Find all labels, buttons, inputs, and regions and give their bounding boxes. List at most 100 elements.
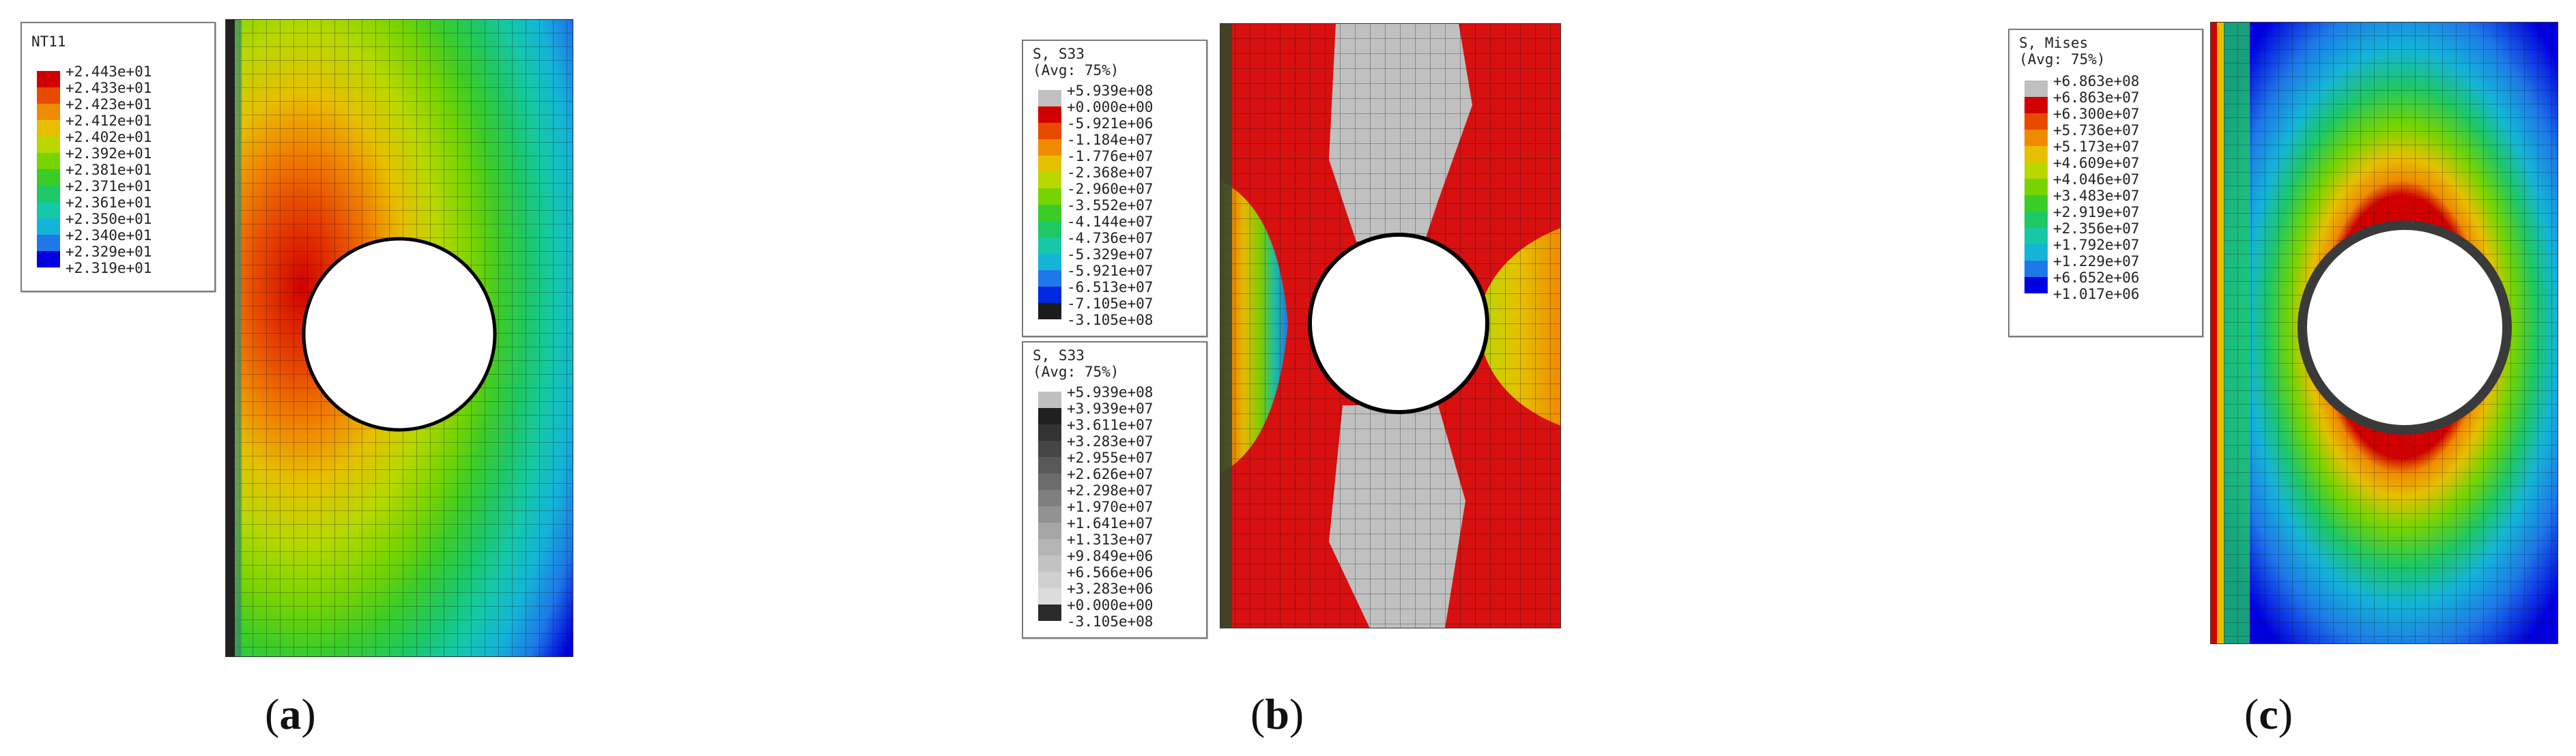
legend-label: +5.939e+08 <box>1067 83 1154 99</box>
legend-label: -5.329e+07 <box>1067 246 1154 263</box>
legend-swatch <box>2024 179 2048 195</box>
legend-label: +3.611e+07 <box>1067 417 1154 433</box>
caption-a: (a) <box>265 690 316 738</box>
legend-label: -4.736e+07 <box>1067 230 1154 246</box>
legend-label: +2.340e+01 <box>66 227 152 244</box>
legend-label: +1.229e+07 <box>2053 253 2140 270</box>
legend-label: -4.144e+07 <box>1067 214 1154 230</box>
legend-swatch <box>37 218 60 235</box>
legend-label: +3.483e+07 <box>2053 188 2140 204</box>
mises-stress-contour-plot <box>2210 22 2558 644</box>
legend-swatch <box>37 87 60 104</box>
legend-label: -3.105e+08 <box>1067 312 1154 328</box>
legend-swatch <box>37 202 60 218</box>
caption-c: (c) <box>2244 690 2293 738</box>
legend-label: -2.960e+07 <box>1067 181 1154 197</box>
legend-swatch <box>2024 97 2048 113</box>
legend-swatch <box>1038 139 1061 156</box>
legend-label: +3.939e+07 <box>1067 401 1154 417</box>
legend-swatch <box>2024 228 2048 244</box>
legend-swatch <box>1038 457 1061 474</box>
s33-stress-contour-plot <box>1220 23 1561 628</box>
temperature-contour-plot <box>225 19 573 657</box>
legend-label: +1.641e+07 <box>1067 515 1154 532</box>
legend-label: +2.329e+01 <box>66 244 152 260</box>
legend-swatch <box>2024 81 2048 97</box>
legend-label: -5.921e+06 <box>1067 115 1154 132</box>
legend-label: +9.849e+06 <box>1067 548 1154 564</box>
legend-swatch <box>2024 261 2048 277</box>
legend-label: +6.652e+06 <box>2053 270 2140 286</box>
legend-title: S, S33 <box>1033 46 1085 62</box>
legend-label: +2.319e+01 <box>66 260 152 276</box>
legend-swatch <box>1038 424 1061 441</box>
legend-label: +6.300e+07 <box>2053 106 2140 122</box>
legend-label: +2.350e+01 <box>66 211 152 227</box>
legend-swatch <box>1038 106 1061 123</box>
legend-label: +6.566e+06 <box>1067 564 1154 581</box>
legend-title: S, Mises <box>2019 35 2089 51</box>
legend-label: +1.792e+07 <box>2053 237 2140 253</box>
legend-label: +6.863e+07 <box>2053 89 2140 106</box>
legend-s33-gray: S, S33 (Avg: 75%) +5.939e+08 +3.939e+07 +3… <box>1022 341 1207 639</box>
legend-swatch <box>1038 555 1061 572</box>
legend-label: +5.939e+08 <box>1067 384 1154 401</box>
legend-swatch <box>1038 205 1061 221</box>
legend-swatch <box>37 235 60 251</box>
caption-b: (b) <box>1250 690 1304 738</box>
legend-swatch <box>1038 392 1061 408</box>
legend-label: +3.283e+06 <box>1067 581 1154 597</box>
legend-swatch <box>37 120 60 136</box>
legend-swatch <box>1038 237 1061 254</box>
legend-swatch <box>37 251 60 267</box>
legend-swatch <box>1038 172 1061 188</box>
legend-label: +3.283e+07 <box>1067 433 1154 450</box>
legend-title: S, S33 <box>1033 347 1085 364</box>
legend-swatch <box>1038 539 1061 555</box>
legend-swatch <box>2024 146 2048 162</box>
legend-swatch <box>37 104 60 120</box>
legend-swatch <box>1038 588 1061 605</box>
legend-swatch <box>37 71 60 87</box>
legend-label: +2.412e+01 <box>66 113 152 129</box>
legend-label: -1.184e+07 <box>1067 132 1154 148</box>
legend-swatch <box>37 169 60 186</box>
legend-label: -2.368e+07 <box>1067 164 1154 181</box>
legend-label: -6.513e+07 <box>1067 279 1154 295</box>
legend-swatch <box>1038 156 1061 172</box>
legend-label: +1.970e+07 <box>1067 499 1154 515</box>
legend-swatch <box>37 153 60 169</box>
legend-label: +1.313e+07 <box>1067 532 1154 548</box>
legend-swatch <box>1038 605 1061 621</box>
legend-label: +4.609e+07 <box>2053 155 2140 171</box>
legend-label: -5.921e+07 <box>1067 263 1154 279</box>
legend-swatch <box>2024 113 2048 130</box>
legend-subtitle: (Avg: 75%) <box>1033 364 1119 380</box>
legend-label: +2.381e+01 <box>66 162 152 178</box>
legend-subtitle: (Avg: 75%) <box>2019 51 2106 68</box>
legend-swatch <box>1038 90 1061 106</box>
legend-swatch <box>1038 123 1061 139</box>
legend-label: +2.361e+01 <box>66 194 152 211</box>
legend-swatch <box>2024 162 2048 179</box>
legend-mises: S, Mises (Avg: 75%) +6.863e+08 +6.863e+07… <box>2008 29 2203 337</box>
legend-swatch <box>37 186 60 202</box>
legend-label: +2.356e+07 <box>2053 220 2140 237</box>
legend-swatch <box>2024 195 2048 212</box>
legend-swatch <box>1038 408 1061 424</box>
legend-swatch <box>1038 441 1061 457</box>
legend-swatch <box>1038 303 1061 319</box>
legend-label: +2.919e+07 <box>2053 204 2140 220</box>
legend-swatch <box>1038 474 1061 490</box>
legend-label: +5.173e+07 <box>2053 139 2140 155</box>
legend-swatch <box>1038 188 1061 205</box>
legend-label: +2.402e+01 <box>66 129 152 145</box>
legend-label: +2.955e+07 <box>1067 450 1154 466</box>
legend-label: -3.552e+07 <box>1067 197 1154 214</box>
legend-swatch <box>1038 490 1061 506</box>
legend-label: +2.626e+07 <box>1067 466 1154 482</box>
legend-label: +2.433e+01 <box>66 80 152 96</box>
legend-label: +1.017e+06 <box>2053 286 2140 302</box>
legend-nt11: NT11 +2.443e+01 +2.433e+01 +2.423e+01 +2.41… <box>20 22 216 292</box>
legend-swatch <box>37 136 60 153</box>
